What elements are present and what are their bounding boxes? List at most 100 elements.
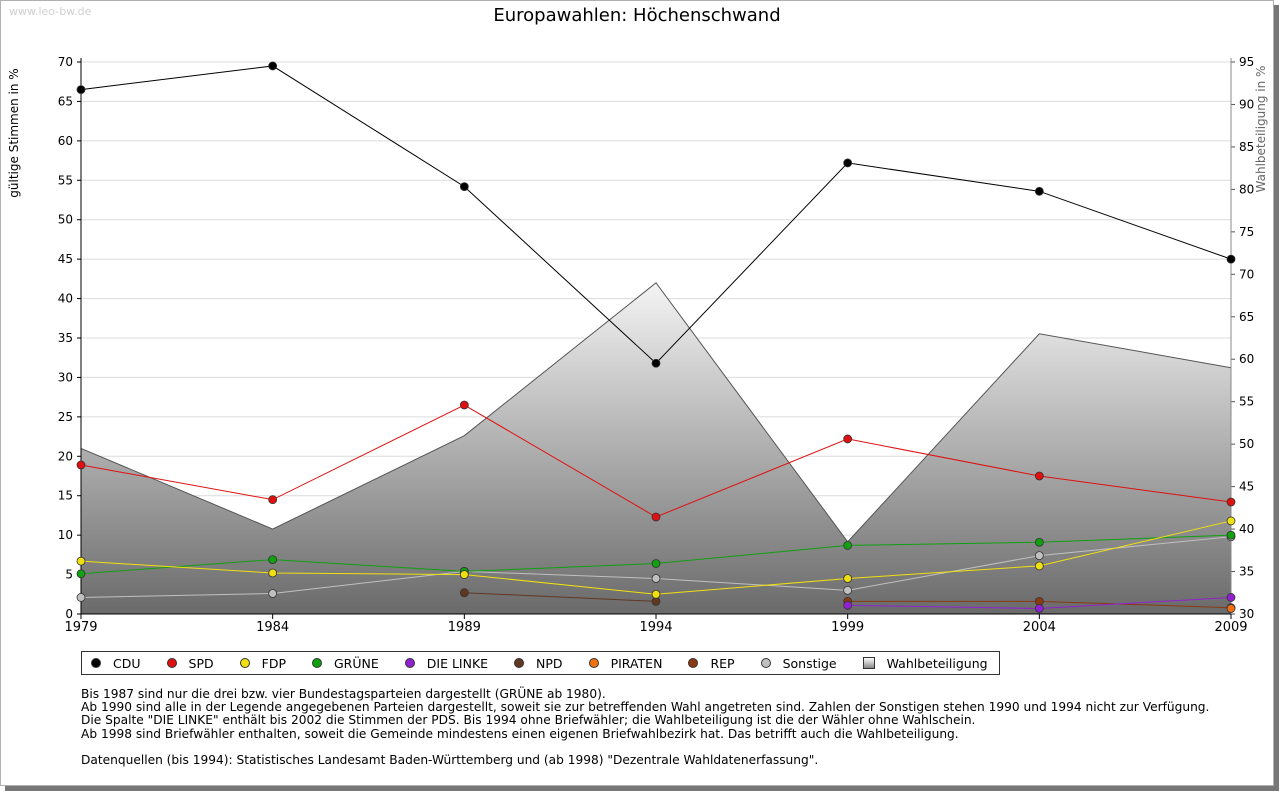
legend-marker bbox=[688, 658, 699, 668]
point-spd-2004 bbox=[1034, 471, 1044, 481]
point-die-linke-1999 bbox=[843, 600, 853, 610]
point-fdp-1994 bbox=[651, 589, 661, 599]
legend-label: GRÜNE bbox=[333, 655, 379, 671]
point-cdu-1999 bbox=[843, 158, 853, 168]
y2-tick-label: 50 bbox=[1239, 437, 1254, 451]
axes: 0 5 10 15 20 25 30 35 40 45 50 55 60 65 70 30 35 40 45 50 55… bbox=[58, 55, 1255, 635]
watermark: www.leo-bw.de bbox=[9, 5, 92, 18]
y2-tick-label: 95 bbox=[1239, 55, 1254, 69]
x-tick-label: 1984 bbox=[256, 620, 289, 635]
legend-item-fdp: FDP bbox=[239, 655, 300, 671]
point-die-linke-2009 bbox=[1226, 593, 1236, 602]
x-tick-label: 2009 bbox=[1214, 620, 1247, 635]
point-sonstige-1979 bbox=[76, 593, 86, 602]
legend-marker bbox=[91, 658, 101, 668]
point-sonstige-1999 bbox=[843, 585, 853, 595]
legend-marker bbox=[311, 658, 322, 668]
y-tick-label: 70 bbox=[58, 55, 73, 69]
y2-tick-label: 70 bbox=[1239, 267, 1254, 281]
legend-label: Sonstige bbox=[782, 655, 837, 671]
point-gr-ne-2009 bbox=[1226, 530, 1236, 540]
legend-item-rep: REP bbox=[688, 656, 748, 671]
y-tick-label: 35 bbox=[58, 331, 73, 345]
point-npd-1989 bbox=[459, 588, 469, 598]
y2-tick-label: 55 bbox=[1239, 395, 1254, 409]
y2-tick-label: 60 bbox=[1239, 352, 1254, 366]
legend-label: FDP bbox=[261, 655, 286, 671]
point-cdu-2009 bbox=[1226, 254, 1236, 264]
legend-label: DIE LINKE bbox=[426, 655, 489, 671]
point-spd-1999 bbox=[843, 434, 853, 444]
series-line-npd bbox=[464, 592, 657, 602]
y-tick-label: 5 bbox=[65, 568, 73, 582]
y-axis-label: gültige Stimmen in % bbox=[7, 68, 21, 197]
point-gr-ne-1979 bbox=[76, 569, 86, 579]
legend-marker bbox=[760, 658, 771, 668]
x-tick-label: 1989 bbox=[448, 620, 481, 635]
chart-svg: 0 5 10 15 20 25 30 35 40 45 50 55 60 65 70 30 35 40 45 50 55… bbox=[7, 5, 1268, 635]
y-tick-label: 0 bbox=[65, 607, 73, 621]
x-tick-label: 1979 bbox=[64, 620, 97, 635]
chart-legend: CDU SPD FDP GRÜNE DIE LINKE NPD PIRATEN REP Sons… bbox=[81, 651, 1000, 675]
point-cdu-1989 bbox=[459, 182, 469, 191]
point-fdp-2009 bbox=[1226, 516, 1236, 526]
legend-item-npd: NPD bbox=[514, 656, 577, 671]
legend-label: SPD bbox=[188, 655, 214, 671]
point-die-linke-2004 bbox=[1034, 604, 1044, 613]
y2-tick-label: 85 bbox=[1239, 140, 1254, 154]
y2-tick-label: 35 bbox=[1239, 565, 1254, 579]
point-cdu-1984 bbox=[268, 61, 278, 71]
y-tick-label: 45 bbox=[58, 252, 73, 266]
legend-item-wahlbeteiligung: Wahlbeteiligung bbox=[862, 655, 990, 671]
legend-marker bbox=[239, 658, 250, 668]
footnote-line: Ab 1998 sind Briefwähler enthalten, sowe… bbox=[81, 726, 959, 741]
y2-tick-label: 40 bbox=[1239, 522, 1254, 536]
y-tick-label: 15 bbox=[58, 489, 73, 503]
y2-tick-label: 30 bbox=[1239, 607, 1254, 621]
point-cdu-2004 bbox=[1034, 186, 1044, 196]
legend-item-sonstige: Sonstige bbox=[760, 655, 851, 671]
turnout-area-layer bbox=[80, 282, 1232, 614]
footnotes: Bis 1987 sind nur die drei bzw. vier Bun… bbox=[81, 687, 1209, 767]
x-tick-label: 1994 bbox=[639, 620, 672, 635]
point-fdp-1984 bbox=[268, 568, 278, 578]
legend-item-piraten: PIRATEN bbox=[588, 656, 677, 671]
footnote-line: Die Spalte "DIE LINKE" enthält bis 2002 … bbox=[81, 713, 976, 728]
legend-item-cdu: CDU bbox=[91, 656, 155, 671]
footnote-line bbox=[81, 741, 1209, 754]
y2-axis-label: Wahlbeteiligung in % bbox=[1254, 66, 1268, 193]
legend-label: Wahlbeteiligung bbox=[886, 655, 988, 671]
point-spd-1994 bbox=[651, 512, 661, 522]
legend-label: CDU bbox=[113, 655, 141, 671]
point-sonstige-1994 bbox=[651, 574, 661, 583]
point-spd-1979 bbox=[76, 460, 86, 470]
y2-tick-label: 90 bbox=[1239, 97, 1254, 111]
y-tick-label: 50 bbox=[58, 213, 73, 227]
legend-item-gr-ne: GRÜNE bbox=[311, 655, 393, 671]
point-fdp-1979 bbox=[76, 556, 86, 566]
y2-tick-label: 65 bbox=[1239, 310, 1254, 324]
point-gr-ne-1999 bbox=[843, 540, 853, 550]
legend-marker bbox=[404, 658, 415, 668]
point-gr-ne-1984 bbox=[268, 555, 278, 564]
y-tick-label: 10 bbox=[58, 528, 73, 542]
point-gr-ne-2004 bbox=[1034, 537, 1044, 547]
y-tick-label: 30 bbox=[58, 370, 73, 384]
y-tick-label: 65 bbox=[58, 94, 73, 108]
x-tick-label: 2004 bbox=[1023, 620, 1056, 635]
point-fdp-2004 bbox=[1034, 561, 1044, 571]
y-tick-label: 40 bbox=[58, 292, 73, 306]
y2-tick-label: 45 bbox=[1239, 480, 1254, 494]
y-tick-label: 60 bbox=[58, 134, 73, 148]
point-spd-1984 bbox=[268, 495, 278, 505]
footnote-line: Bis 1987 sind nur die drei bzw. vier Bun… bbox=[81, 687, 606, 701]
point-spd-2009 bbox=[1226, 497, 1236, 507]
footnote-line: Datenquellen (bis 1994): Statistisches L… bbox=[81, 752, 819, 767]
y-tick-label: 20 bbox=[58, 449, 73, 463]
y2-tick-label: 75 bbox=[1239, 225, 1254, 239]
turnout-area bbox=[81, 282, 1231, 614]
chart-title: Europawahlen: Höchenschwand bbox=[493, 5, 780, 26]
legend-marker bbox=[588, 658, 599, 668]
point-cdu-1979 bbox=[76, 85, 86, 94]
